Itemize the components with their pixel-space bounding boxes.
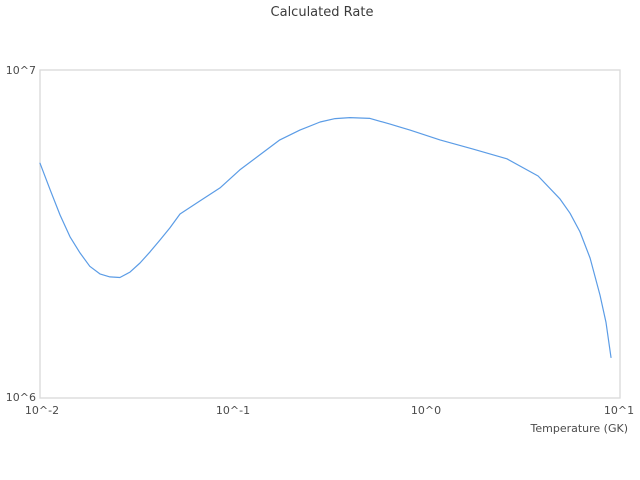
plot-border [39,69,621,399]
x-tick-label-10e-2: 10^-2 [25,404,59,417]
x-tick-label-10e-1: 10^-1 [216,404,250,417]
y-tick-label-10e6: 10^6 [6,391,36,404]
x-tick-label-10e1: 10^1 [604,404,634,417]
x-axis-label: Temperature (GK) [530,422,629,435]
y-tick-label-10e7: 10^7 [6,64,36,77]
rate-curve [39,117,612,358]
x-tick-label-10e0: 10^0 [411,404,441,417]
chart-title: Calculated Rate [271,5,374,20]
